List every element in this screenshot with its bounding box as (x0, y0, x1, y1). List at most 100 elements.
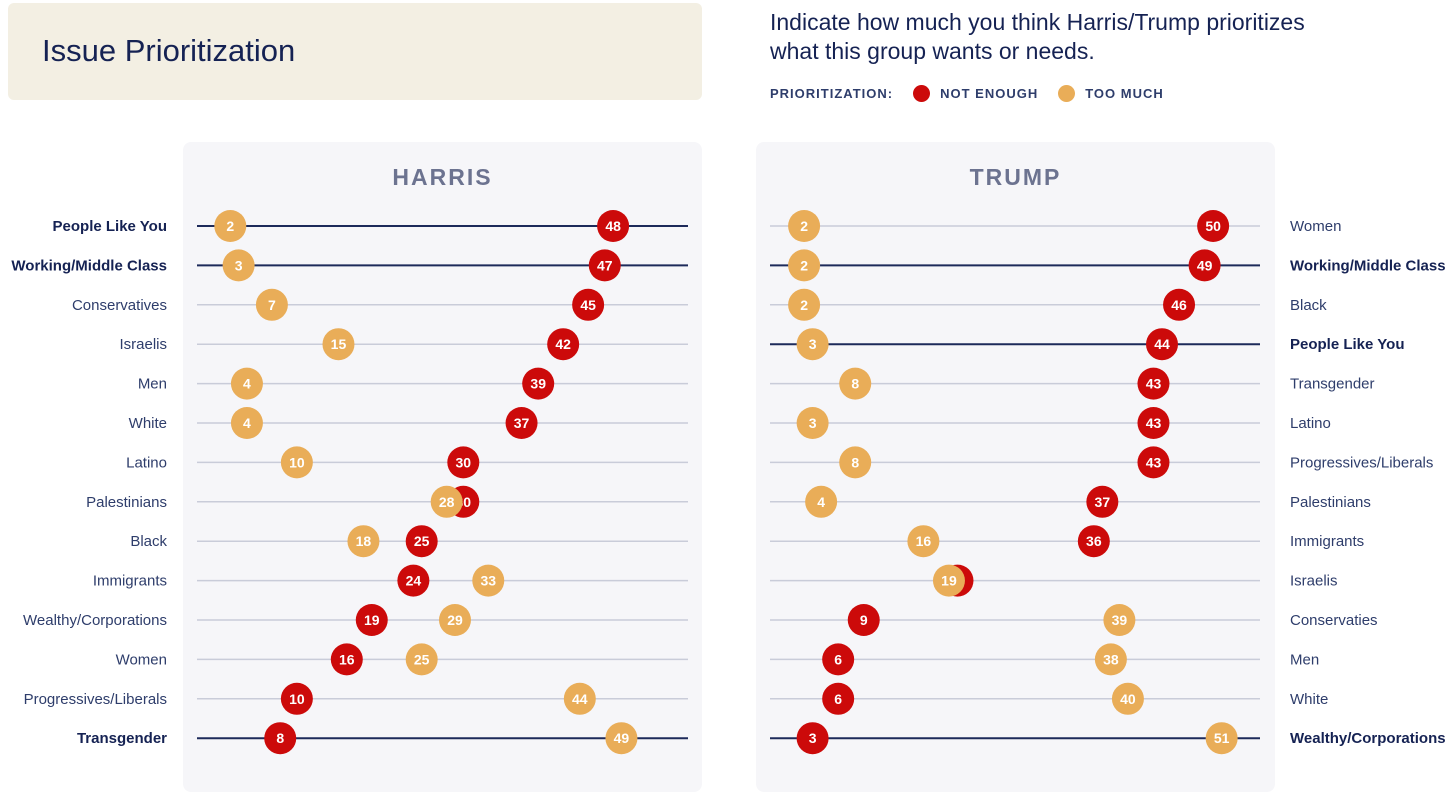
row-label: Men (1290, 651, 1319, 668)
too-much-dot (214, 210, 247, 242)
too-much-dot-label: 4 (243, 376, 251, 392)
too-much-dot (222, 249, 255, 282)
panel-title: TRUMP (969, 164, 1062, 190)
row-label: Transgender (1290, 376, 1375, 393)
not-enough-dot (1137, 367, 1170, 400)
not-enough-dot (1197, 210, 1230, 242)
too-much-dot-label: 18 (356, 533, 372, 549)
too-much-dot-label: 28 (439, 494, 455, 510)
too-much-dot (1103, 604, 1136, 636)
too-much-dot (932, 564, 965, 597)
too-much-dot (347, 525, 380, 558)
row-label: Latino (126, 454, 167, 471)
row-label: Women (116, 651, 167, 668)
not-enough-dot-label: 45 (580, 297, 596, 313)
not-enough-dot (572, 288, 605, 321)
not-enough-dot-label: 6 (834, 691, 842, 707)
not-enough-dot (405, 525, 438, 558)
not-enough-dot-label: 8 (276, 730, 284, 746)
too-much-dot (472, 564, 505, 597)
panel-title: HARRIS (392, 164, 493, 190)
too-much-dot (230, 367, 263, 400)
not-enough-dot-label: 48 (605, 218, 621, 234)
not-enough-dot (505, 407, 538, 439)
not-enough-dot-label: 47 (597, 257, 613, 273)
too-much-dot-label: 2 (800, 218, 808, 234)
not-enough-dot-label: 43 (1146, 376, 1162, 392)
not-enough-swatch (913, 85, 931, 102)
legend-not-enough: NOT ENOUGH (940, 86, 1039, 101)
row-label: Black (130, 533, 167, 550)
too-much-dot-label: 4 (817, 494, 825, 510)
row-label: Israelis (119, 336, 167, 353)
not-enough-dot-label: 30 (456, 454, 472, 470)
too-much-dot (255, 288, 288, 321)
not-enough-dot-label: 9 (860, 612, 868, 628)
not-enough-dot-label: 10 (289, 691, 305, 707)
not-enough-dot (1137, 407, 1170, 439)
too-much-dot-label: 49 (614, 730, 630, 746)
too-much-dot-label: 2 (226, 218, 234, 234)
not-enough-dot-label: 6 (834, 651, 842, 667)
not-enough-dot (1146, 328, 1178, 361)
not-enough-dot-label: 37 (1095, 494, 1111, 510)
row-label: Conservaties (1290, 612, 1378, 629)
not-enough-dot (355, 604, 388, 636)
too-much-dot-label: 3 (235, 257, 243, 273)
not-enough-dot-label: 37 (514, 415, 530, 431)
legend-too-much: TOO MUCH (1085, 86, 1164, 101)
too-much-dot-label: 38 (1103, 651, 1119, 667)
too-much-dot (230, 407, 263, 439)
too-much-dot-label: 7 (268, 297, 276, 313)
too-much-dot (788, 288, 821, 321)
row-label: Men (138, 376, 167, 393)
row-label: Women (1290, 218, 1341, 235)
not-enough-dot-label: 43 (1146, 415, 1162, 431)
too-much-dot (839, 367, 872, 400)
not-enough-dot (796, 722, 829, 755)
too-much-dot (563, 682, 596, 715)
too-much-dot-label: 3 (809, 336, 817, 352)
not-enough-dot (280, 682, 313, 715)
too-much-dot (322, 328, 355, 361)
row-label: Wealthy/Corporations (1290, 730, 1446, 747)
not-enough-dot-label: 16 (339, 651, 355, 667)
too-much-dot (605, 722, 638, 755)
row-label: Palestinians (1290, 494, 1371, 511)
not-enough-dot-label: 50 (1205, 218, 1221, 234)
too-much-swatch (1058, 85, 1076, 102)
not-enough-dot-label: 46 (1171, 297, 1187, 313)
too-much-dot (405, 643, 438, 676)
too-much-dot-label: 25 (414, 651, 430, 667)
not-enough-dot-label: 19 (364, 612, 380, 628)
row-label: Progressives/Liberals (1290, 454, 1433, 471)
too-much-dot (438, 604, 471, 636)
not-enough-dot (1086, 485, 1119, 518)
too-much-dot-label: 44 (572, 691, 588, 707)
row-label: Transgender (77, 730, 167, 747)
row-label: Immigrants (93, 573, 167, 590)
not-enough-dot (330, 643, 363, 676)
not-enough-dot-label: 36 (1086, 533, 1102, 549)
not-enough-dot-label: 42 (555, 336, 571, 352)
not-enough-dot (547, 328, 580, 361)
too-much-dot (430, 485, 463, 518)
row-label: Progressives/Liberals (24, 691, 167, 708)
too-much-dot (788, 210, 821, 242)
row-label: Wealthy/Corporations (23, 612, 167, 629)
not-enough-dot-label: 39 (530, 376, 546, 392)
row-label: Palestinians (86, 494, 167, 511)
row-label: Working/Middle Class (1290, 257, 1446, 274)
row-label: Israelis (1290, 573, 1338, 590)
not-enough-dot (1077, 525, 1110, 558)
too-much-dot (796, 328, 829, 361)
page-title: Issue Prioritization (42, 33, 296, 68)
too-much-dot-label: 16 (916, 533, 932, 549)
too-much-dot-label: 8 (851, 454, 859, 470)
too-much-dot (1205, 722, 1238, 755)
too-much-dot-label: 19 (941, 573, 957, 589)
too-much-dot-label: 2 (800, 257, 808, 273)
row-label: People Like You (53, 218, 167, 235)
not-enough-dot-label: 49 (1197, 257, 1213, 273)
legend-label: PRIORITIZATION: (770, 86, 894, 101)
